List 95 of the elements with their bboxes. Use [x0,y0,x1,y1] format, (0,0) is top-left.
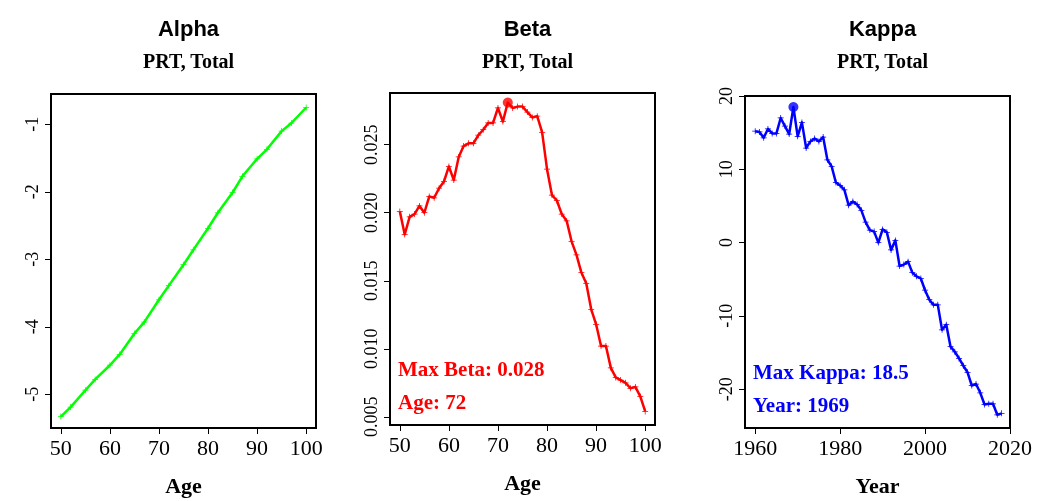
x-tick-label: 80 [197,434,220,460]
point [214,209,221,216]
x-tick-label: 60 [437,431,460,457]
x-tick-label: 2000 [903,434,948,460]
x-tick-label: 2020 [988,434,1032,460]
point [534,113,541,120]
x-tick-label: 90 [246,434,269,460]
chart-title: Kappa [848,15,917,41]
point [607,364,614,371]
y-tick-label: -2 [22,184,42,200]
chart-subtitle: PRT, Total [142,50,235,72]
point [396,208,403,215]
point [837,182,844,189]
point [828,163,835,170]
point [303,104,310,111]
point [807,138,814,145]
annotation: Max Beta: 0.028 [398,356,545,381]
x-axis-title: Age [504,469,542,495]
x-tick-label: 60 [98,434,121,460]
point [82,387,89,394]
point [752,128,759,135]
chart-subtitle: PRT, Total [481,50,574,72]
point [539,129,546,136]
point [760,134,767,141]
point [994,411,1001,418]
point [883,229,890,236]
x-tick-label: 70 [147,434,170,460]
point [229,189,236,196]
point [637,393,644,400]
x-tick-label: 90 [585,431,608,457]
x-tick-label: 50 [49,434,72,460]
y-tick-label: -4 [22,319,42,335]
point [642,408,649,415]
point [431,194,438,201]
point [849,198,856,205]
annotation: Max Kappa: 18.5 [753,359,909,384]
point [475,132,482,139]
y-tick-label: 0.020 [361,192,381,233]
point [529,114,536,121]
point [811,135,818,142]
point [612,374,619,381]
point [909,269,916,276]
point [131,330,138,337]
point [553,197,560,204]
point [913,273,920,280]
annotation: Year: 1969 [753,392,850,417]
x-axis-title: Year [855,472,900,498]
point [165,282,172,289]
x-axis-title: Age [165,472,203,498]
chart-title: Beta [503,15,553,41]
point [583,280,590,287]
y-tick-label: 0.025 [361,124,381,165]
point [627,385,634,392]
y-tick-label: 10 [716,160,736,179]
y-tick-label: 0.015 [361,260,381,302]
point [622,379,629,386]
chart-subtitle: PRT, Total [836,50,929,72]
point [960,362,967,369]
point [502,97,513,108]
y-tick-label: 0 [716,238,736,248]
chart-title: Alpha [157,15,220,41]
x-tick-label: 1960 [733,434,778,460]
y-tick-label: -1 [22,116,42,132]
point [180,261,187,268]
point [92,376,99,383]
point [57,413,64,420]
point [858,207,865,214]
point [998,410,1005,417]
x-tick-label: 100 [628,431,662,457]
x-tick-label: 50 [388,431,411,457]
point [951,348,958,355]
point [578,269,585,276]
y-tick-label: -20 [716,377,736,402]
y-tick-label: -5 [22,386,42,402]
point [480,126,487,133]
point [926,296,933,303]
point [788,102,799,112]
point [964,369,971,376]
point [879,226,886,233]
x-tick-label: 70 [486,431,509,457]
y-tick-label: -3 [22,251,42,267]
y-tick-label: 0.005 [361,396,381,438]
x-tick-label: 100 [289,434,323,460]
point [190,246,197,253]
annotation: Age: 72 [398,389,467,414]
point [917,275,924,282]
point [116,351,123,358]
point [900,261,907,268]
point [977,389,984,396]
y-tick-label: 20 [716,87,736,105]
y-tick-label: -10 [716,303,736,328]
y-tick-label: 0.010 [361,328,381,370]
x-tick-label: 1980 [818,434,863,460]
point [239,173,246,180]
x-tick-label: 80 [536,431,559,457]
